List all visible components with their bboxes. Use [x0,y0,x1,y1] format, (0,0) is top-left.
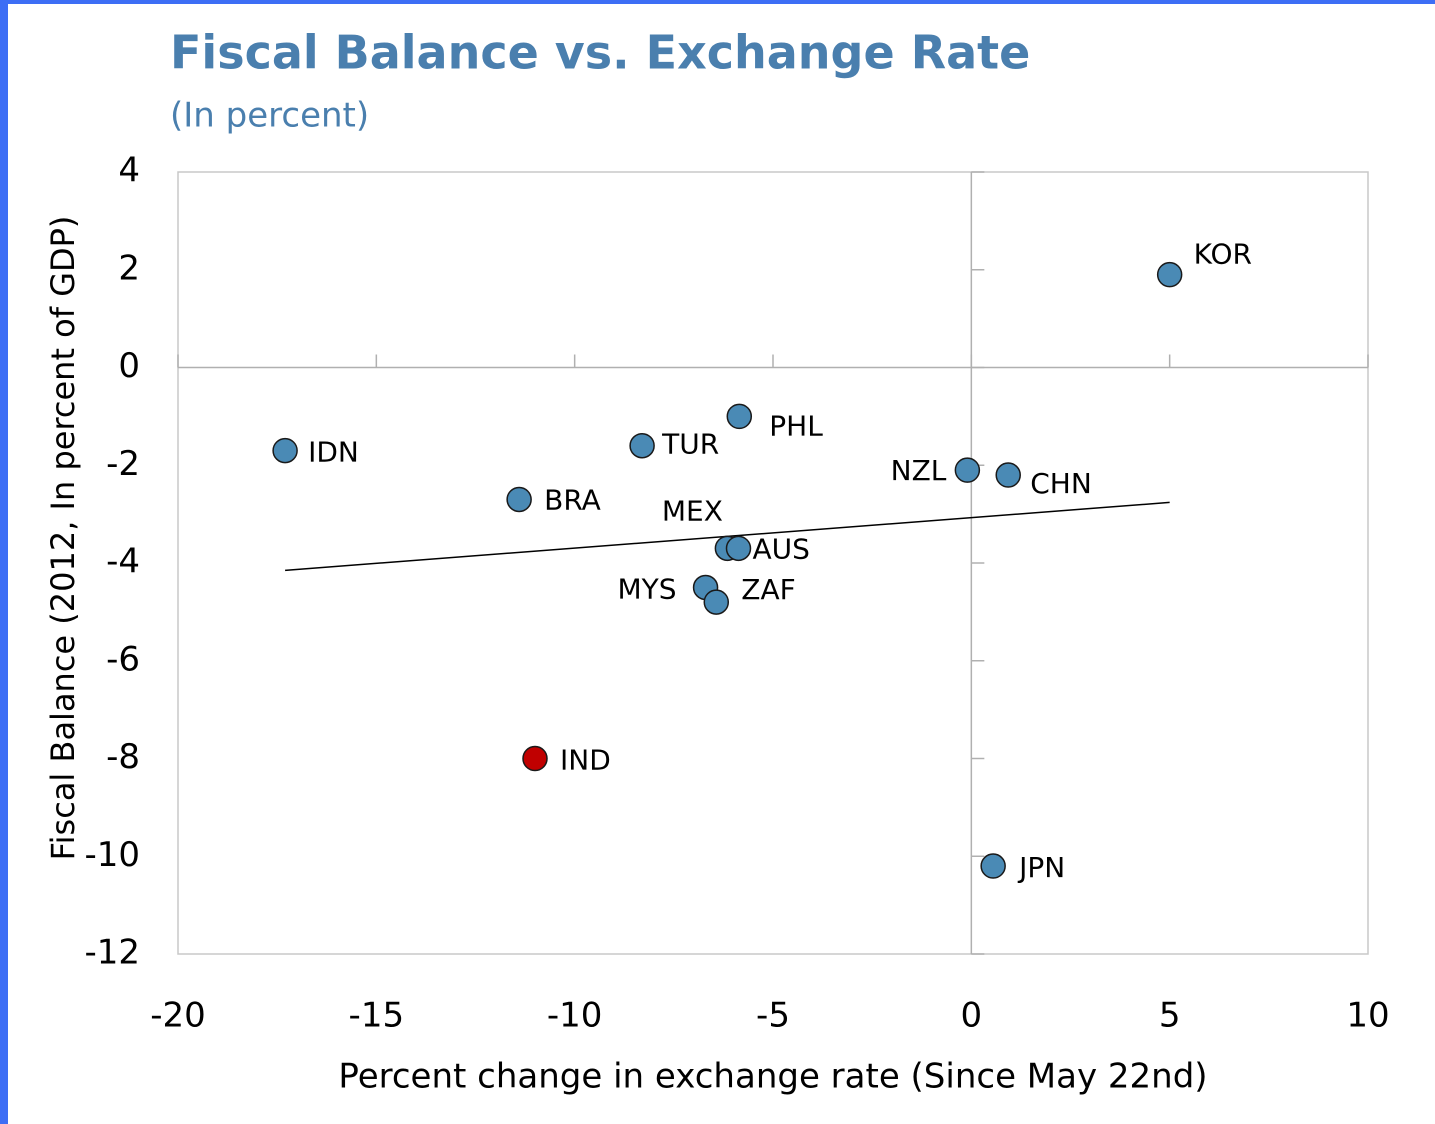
point-label: BRA [544,483,601,516]
point [995,462,1021,488]
y-axis-title: Fiscal Balance (2012, In percent of GDP) [44,216,82,861]
x-tick-label: 10 [1346,996,1389,1036]
point-label: KOR [1194,238,1252,271]
y-tick-label: -2 [106,444,140,484]
y-tick-label: -10 [84,835,140,875]
point [522,745,548,772]
point-label: MEX [662,494,723,527]
point-label: TUR [661,428,719,461]
y-tick-label: -4 [106,542,140,582]
y-tick-label: -8 [106,737,140,777]
x-tick-label: -20 [150,996,206,1036]
point-label: AUS [752,532,809,565]
y-tick-label: 0 [118,346,140,386]
top-border [0,0,1435,4]
x-tick-label: -5 [756,996,790,1036]
point [954,457,981,483]
x-tick-label: 5 [1159,996,1181,1036]
x-tick-label: -10 [547,996,603,1036]
y-tick-label: 4 [118,151,140,191]
x-tick-label: 0 [961,996,983,1036]
point-label: IDN [308,436,359,469]
plot-area [177,171,1369,955]
chart-title: Fiscal Balance vs. Exchange Rate [170,26,1030,80]
point [725,535,752,562]
y-tick-label: 2 [118,248,140,288]
point [1156,261,1183,288]
chart-subtitle: (In percent) [170,96,369,136]
point [506,486,532,513]
point-label: MYS [618,572,677,605]
point [703,589,730,615]
x-tick-label: -15 [349,996,405,1036]
point [629,432,655,459]
point-label: CHN [1030,467,1092,500]
point-label: JPN [1017,851,1065,884]
point-label: ZAF [741,573,795,606]
point-label: IND [560,744,611,777]
point-label: PHL [769,409,823,442]
point [726,403,753,430]
x-axis-title: Percent change in exchange rate (Since M… [338,1057,1207,1097]
point [272,437,298,464]
left-border [0,0,8,1124]
y-tick-label: -12 [84,933,140,973]
y-tick-label: -6 [106,639,140,679]
point-label: NZL [891,454,947,487]
point [980,853,1006,879]
